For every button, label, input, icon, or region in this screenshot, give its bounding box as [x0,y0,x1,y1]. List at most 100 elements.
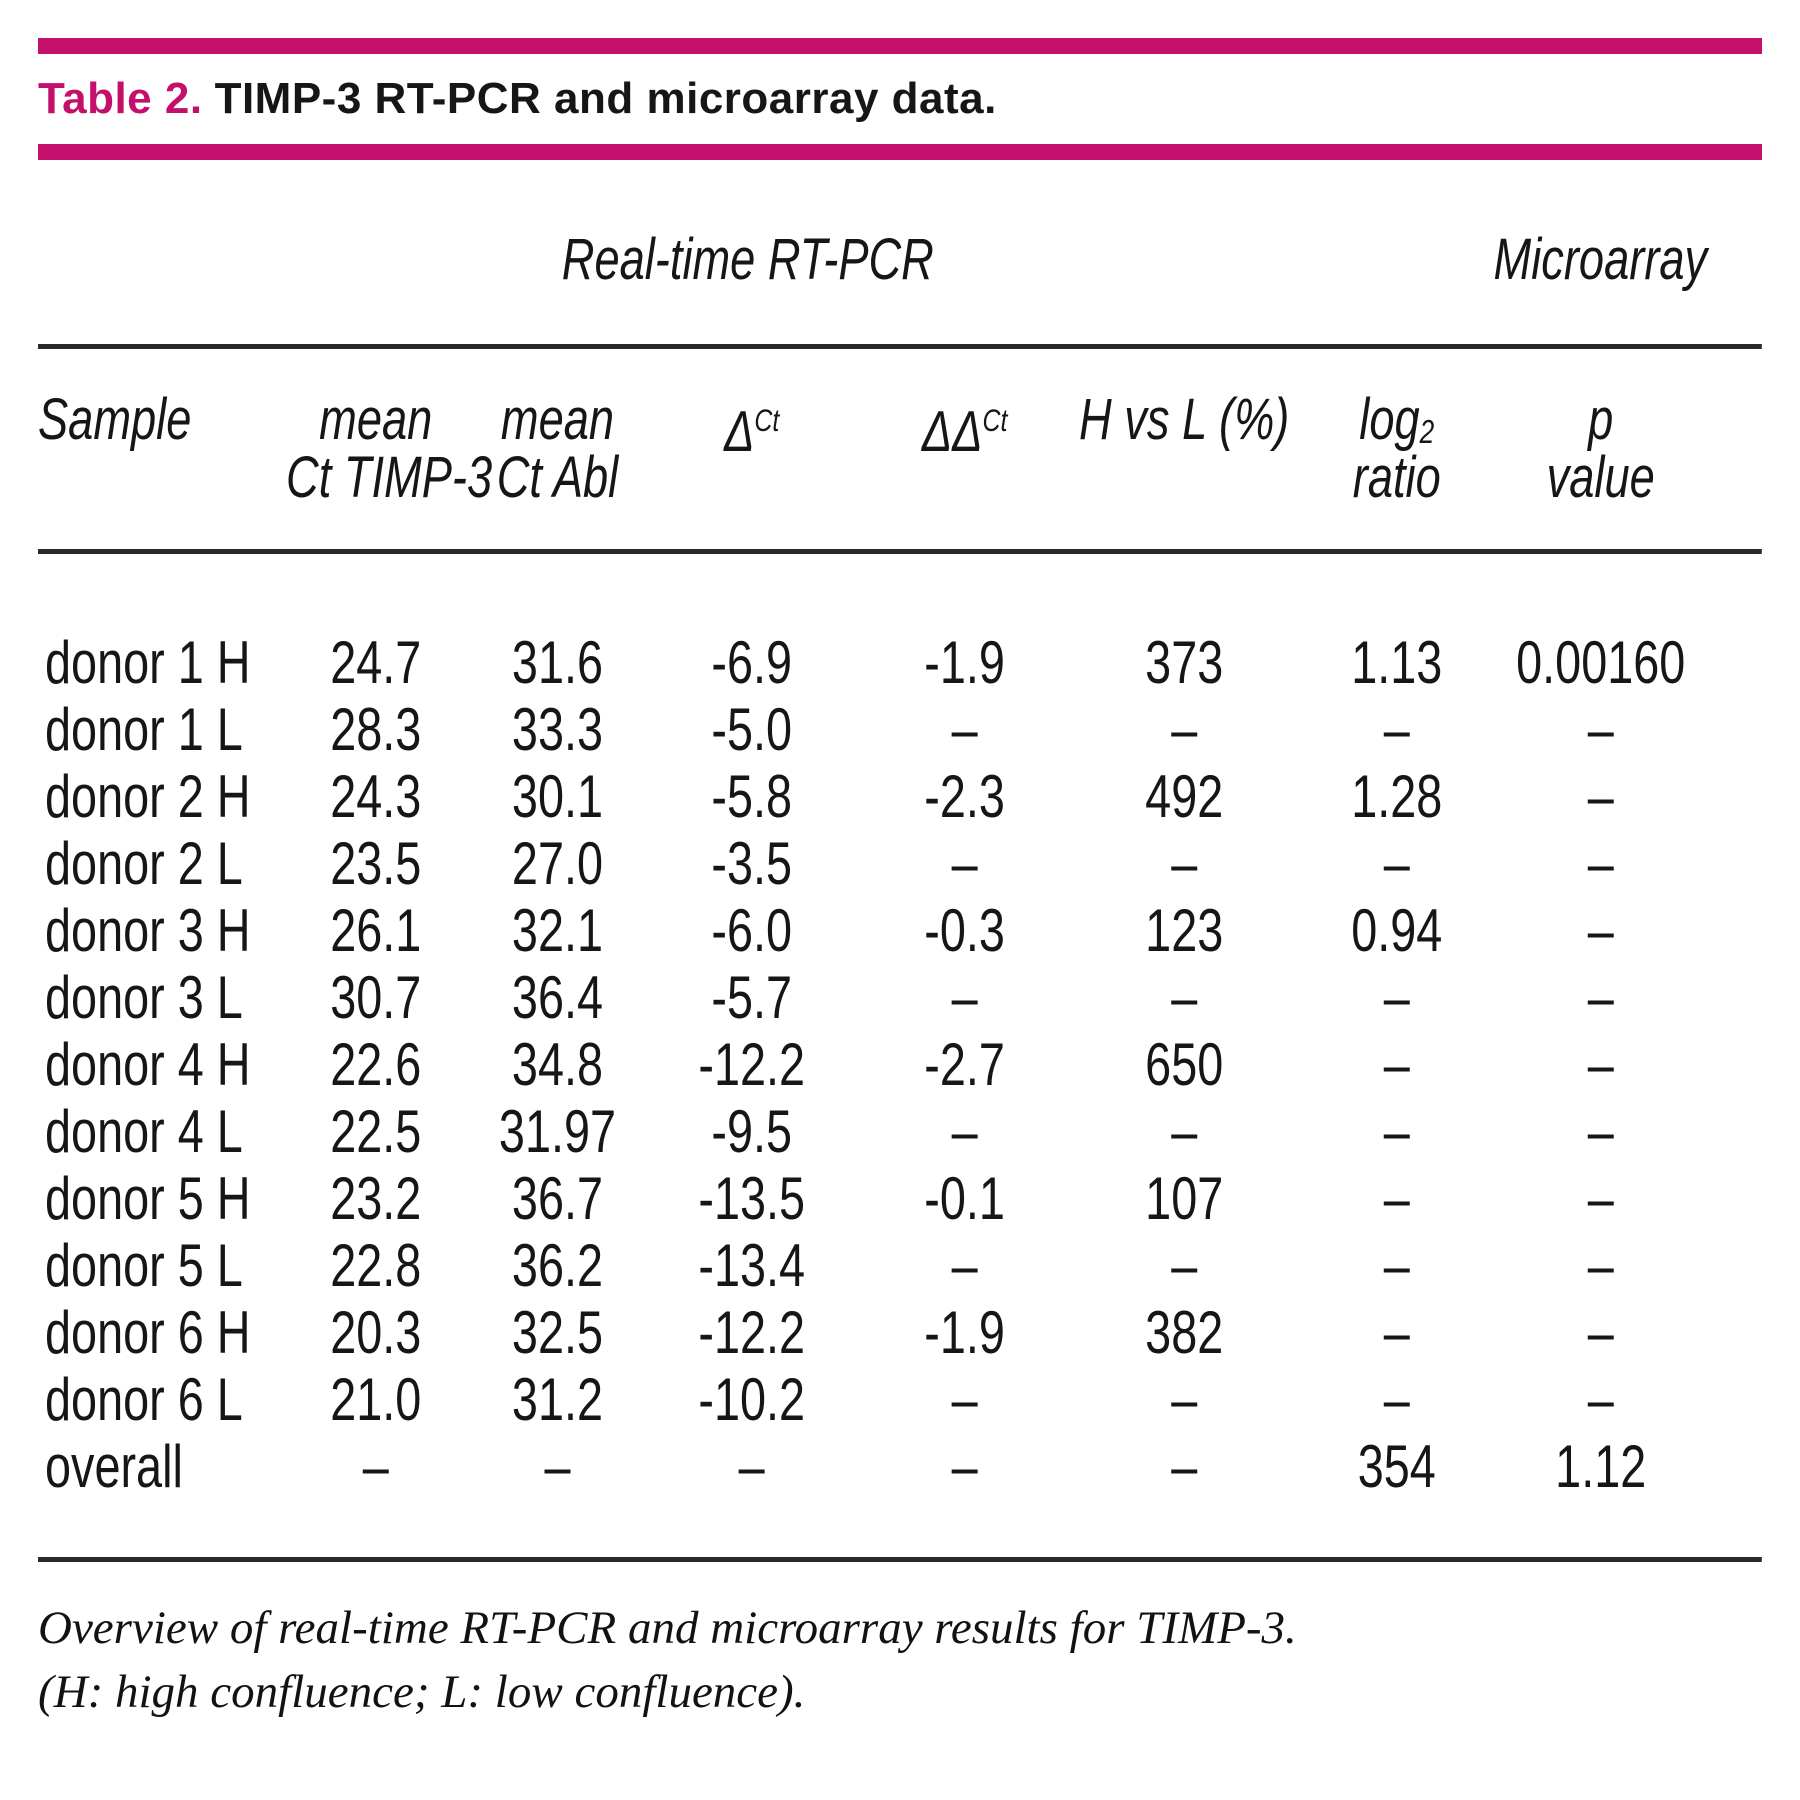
cell-log2-ratio: 0.94 [1351,897,1443,964]
table-body: donor 1 H 24.7 31.6 -6.9 -1.9 373 1.13 0.00160 d… [38,554,1762,1557]
cell-log2-ratio: – [1383,1299,1410,1366]
cell-delta-ct: -9.5 [711,1098,793,1165]
column-header-h-vs-l: H vs L (%) [1075,391,1293,507]
table-row: donor 2 H 24.3 30.1 -5.8 -2.3 492 1.28 – [38,763,1762,830]
column-header-line2 [854,449,1076,507]
cell-delta-ct: -12.2 [698,1299,806,1366]
cell-delta-ct: -5.0 [711,696,793,763]
group-header-row: Real-time RT-PCR Microarray [38,222,1762,297]
cell-h-vs-l: 382 [1145,1299,1224,1366]
cell-sample: donor 1 H [45,629,251,696]
column-header-delta-delta-ct: ΔΔCt [854,391,1076,507]
cell-h-vs-l: 123 [1145,897,1224,964]
top-accent-rule [38,38,1762,54]
cell-mean-ct-timp3: 23.5 [330,830,422,897]
column-header-line1: Sample [38,387,192,452]
column-header-line2 [650,449,854,507]
cell-mean-ct-abl: 31.97 [498,1098,617,1165]
table-row: donor 3 L 30.7 36.4 -5.7 – – – – [38,964,1762,1031]
cell-delta-delta-ct: -0.3 [924,897,1005,964]
cell-mean-ct-abl: 33.3 [511,696,604,763]
footnote-line-1: Overview of real-time RT-PCR and microar… [38,1602,1297,1654]
cell-mean-ct-abl: 32.5 [511,1299,604,1366]
table-row: donor 6 H 20.3 32.5 -12.2 -1.9 382 – – [38,1299,1762,1366]
column-header-line2: Ct TIMP-3 [286,445,493,510]
cell-delta-delta-ct: – [951,1232,978,1299]
table-figure: Table 2. TIMP-3 RT-PCR and microarray dat… [0,38,1800,1724]
cell-mean-ct-abl: 36.4 [511,964,604,1031]
cell-mean-ct-abl: 36.2 [511,1232,604,1299]
column-header-line1: ΔΔCt [921,398,1008,464]
cell-delta-delta-ct: -0.1 [924,1165,1005,1232]
cell-log2-ratio: – [1383,1031,1410,1098]
column-header-line1: p [1588,387,1614,452]
cell-mean-ct-timp3: 24.7 [330,629,422,696]
cell-mean-ct-timp3: 26.1 [330,897,422,964]
cell-mean-ct-abl: – [544,1433,571,1500]
column-header-line2: ratio [1352,445,1441,510]
cell-mean-ct-abl: 32.1 [511,897,604,964]
cell-log2-ratio: – [1383,1098,1410,1165]
cell-mean-ct-abl: 36.7 [511,1165,604,1232]
cell-h-vs-l: 650 [1145,1031,1224,1098]
cell-p-value: – [1587,1165,1614,1232]
cell-mean-ct-abl: 27.0 [511,830,604,897]
cell-delta-delta-ct: -2.7 [924,1031,1005,1098]
cell-log2-ratio: – [1383,964,1410,1031]
cell-delta-ct: -6.9 [711,629,793,696]
cell-h-vs-l: 492 [1145,763,1224,830]
cell-delta-delta-ct: – [951,1366,978,1433]
cell-h-vs-l: – [1171,1098,1198,1165]
column-header-mean-ct-abl: mean Ct Abl [465,391,649,507]
table-footnote: Overview of real-time RT-PCR and microar… [38,1596,1762,1724]
table-row: donor 2 L 23.5 27.0 -3.5 – – – – [38,830,1762,897]
cell-log2-ratio: – [1383,1165,1410,1232]
cell-delta-ct: -13.4 [698,1232,806,1299]
cell-p-value: – [1587,1299,1614,1366]
cell-sample: donor 6 H [45,1299,251,1366]
superscript: Ct [754,402,780,438]
cell-h-vs-l: – [1171,964,1198,1031]
table-caption: Table 2. TIMP-3 RT-PCR and microarray dat… [38,68,1762,130]
cell-delta-delta-ct: – [951,1098,978,1165]
cell-delta-ct: -5.7 [711,964,793,1031]
cell-sample: donor 5 L [45,1232,243,1299]
cell-sample: donor 1 L [45,696,243,763]
cell-h-vs-l: 373 [1145,629,1224,696]
cell-p-value: 0.00160 [1516,629,1686,696]
column-header-line2: value [1546,445,1655,510]
column-header-line1: ΔCt [724,398,780,464]
cell-delta-ct: -10.2 [698,1366,806,1433]
cell-delta-delta-ct: – [951,830,978,897]
table-row: donor 5 L 22.8 36.2 -13.4 – – – – [38,1232,1762,1299]
cell-sample: donor 3 H [45,897,251,964]
column-header-delta-ct: ΔCt [650,391,854,507]
cell-mean-ct-timp3: 23.2 [330,1165,422,1232]
cell-log2-ratio: 1.13 [1351,629,1443,696]
cell-p-value: 1.12 [1555,1433,1647,1500]
column-header-line2: Ct Abl [496,445,619,510]
column-header-mean-ct-timp3: mean Ct TIMP-3 [286,391,493,510]
cell-p-value: – [1587,1098,1614,1165]
table-row: donor 6 L 21.0 31.2 -10.2 – – – – [38,1366,1762,1433]
cell-sample: donor 6 L [45,1366,243,1433]
cell-mean-ct-abl: 30.1 [511,763,604,830]
cell-delta-ct: -13.5 [698,1165,806,1232]
cell-log2-ratio: – [1383,1232,1410,1299]
cell-mean-ct-timp3: 22.8 [330,1232,422,1299]
superscript: Ct [982,402,1008,438]
cell-h-vs-l: – [1171,1366,1198,1433]
cell-sample: donor 2 H [45,763,251,830]
column-header-row: Sample mean Ct TIMP-3 mean Ct Abl ΔCt ΔΔCt H… [38,349,1762,549]
cell-p-value: – [1587,964,1614,1031]
column-header-p-value: p value [1501,391,1701,507]
cell-delta-ct: -12.2 [698,1031,806,1098]
table-row: donor 3 H 26.1 32.1 -6.0 -0.3 123 0.94 – [38,897,1762,964]
cell-delta-ct: -5.8 [711,763,793,830]
cell-h-vs-l: – [1171,1232,1198,1299]
group-header-microarray: Microarray [1493,227,1708,292]
cell-sample: donor 2 L [45,830,243,897]
table-bottom-rule [38,1557,1762,1562]
table-caption-text: TIMP-3 RT-PCR and microarray data. [214,74,997,123]
cell-log2-ratio: 354 [1357,1433,1436,1500]
